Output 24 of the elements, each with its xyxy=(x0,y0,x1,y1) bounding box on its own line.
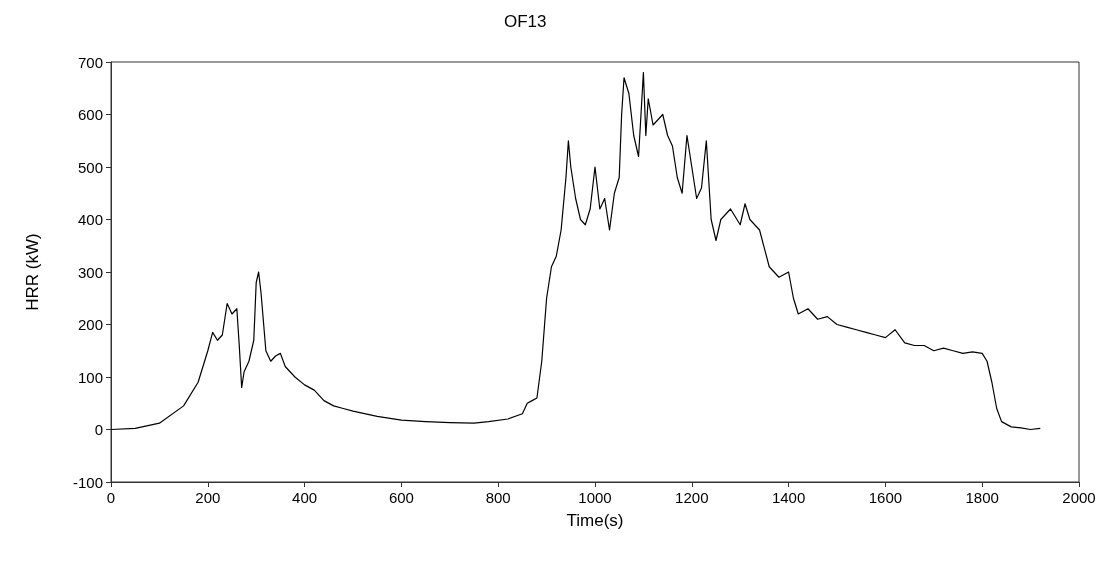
x-tick-label: 1800 xyxy=(965,489,999,506)
y-tick-label: 300 xyxy=(77,263,103,281)
x-tick-label: 200 xyxy=(195,489,221,506)
x-tick-label: 1000 xyxy=(578,489,612,506)
y-tick-label: 700 xyxy=(77,53,103,71)
y-tick-label: 400 xyxy=(77,211,103,228)
line-series xyxy=(110,71,1041,431)
x-tick-label: 1200 xyxy=(675,489,709,506)
y-tick-label: 500 xyxy=(77,158,103,176)
y-tick-label: -100 xyxy=(72,473,103,491)
x-axis-title: Time(s) xyxy=(566,511,624,530)
y-axis-title: HRR (kW) xyxy=(23,233,42,311)
x-tick-label: 0 xyxy=(106,489,116,506)
chart-title: OF13 xyxy=(504,12,547,31)
x-tick-label: 400 xyxy=(292,489,318,506)
y-tick-label: 200 xyxy=(77,316,103,333)
x-tick-label: 2000 xyxy=(1062,489,1096,506)
x-tick-label: 800 xyxy=(485,489,511,506)
y-tick-label: 100 xyxy=(77,368,103,386)
x-tick-label: 1600 xyxy=(868,489,903,506)
x-tick-label: 600 xyxy=(388,489,414,506)
y-tick-label: 0 xyxy=(94,421,103,438)
y-tick-label: 600 xyxy=(77,106,103,123)
x-tick-label: 1400 xyxy=(771,489,806,506)
